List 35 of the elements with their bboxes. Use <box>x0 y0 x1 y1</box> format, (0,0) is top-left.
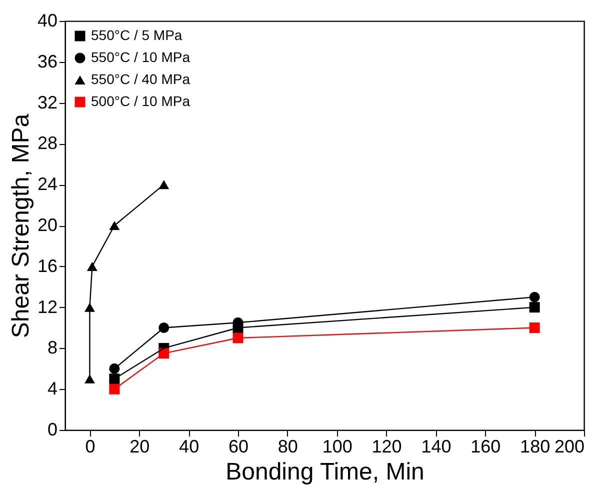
y-tick-label: 36 <box>37 51 58 72</box>
x-tick-label: 80 <box>278 436 298 456</box>
legend-label: 550°C / 10 MPa <box>91 49 190 65</box>
point <box>109 374 120 384</box>
y-tick-label: 8 <box>47 338 58 358</box>
point <box>84 374 95 384</box>
x-tick-label: 120 <box>372 436 402 456</box>
x-tick-label: 180 <box>520 436 550 456</box>
y-tick-label: 28 <box>37 133 58 154</box>
legend-label: 550°C / 40 MPa <box>91 71 190 87</box>
x-axis-title: Bonding Time, Min <box>226 458 424 486</box>
y-tick-label: 40 <box>37 10 58 30</box>
x-tick-label: 20 <box>130 436 150 456</box>
y-tick-label: 32 <box>37 92 58 112</box>
y-tick-label: 16 <box>37 256 58 276</box>
x-tick-label: 40 <box>179 436 200 456</box>
x-tick-label: 100 <box>322 436 352 456</box>
x-tick-label: 60 <box>228 436 249 456</box>
point <box>109 363 120 374</box>
legend-label: 550°C / 5 MPa <box>91 27 182 43</box>
point <box>529 322 540 333</box>
x-tick-label: 200 <box>554 436 584 456</box>
y-axis-title: Shear Strength, MPa <box>7 113 34 338</box>
x-tick-label: 0 <box>85 436 96 456</box>
y-tick-label: 24 <box>37 174 58 194</box>
point <box>529 292 540 302</box>
point <box>529 302 540 313</box>
legend-label: 500°C / 10 MPa <box>91 93 190 109</box>
y-tick-label: 20 <box>37 215 58 235</box>
x-tick-label: 140 <box>421 436 452 456</box>
x-tick-label: 160 <box>470 436 501 456</box>
y-tick-label: 4 <box>47 378 58 399</box>
point <box>109 384 120 394</box>
y-tick-label: 12 <box>37 296 58 317</box>
y-tick-label: 0 <box>47 420 58 440</box>
